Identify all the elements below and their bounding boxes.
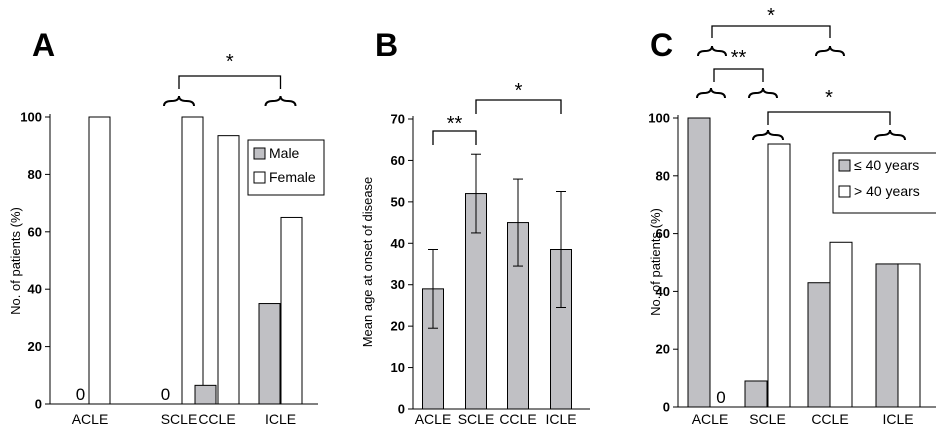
legend-label: > 40 years	[854, 183, 920, 199]
legend-box	[247, 139, 325, 196]
significance-bracket	[178, 75, 282, 89]
significance-brace	[163, 95, 195, 107]
legend-swatch	[838, 185, 851, 198]
y-axis-title: No. of patients (%)	[8, 207, 23, 315]
significance-bracket	[432, 130, 477, 145]
y-tick-label: 40	[28, 282, 42, 297]
y-tick-label: 20	[28, 339, 42, 354]
bar-icle-s1	[258, 303, 281, 405]
x-tick-label: ICLE	[265, 411, 296, 427]
legend-label: Male	[269, 145, 300, 161]
y-tick-label: 100	[20, 110, 42, 125]
significance-bracket	[475, 99, 562, 114]
y-tick-label: 0	[398, 402, 405, 417]
y-tick-label: 20	[391, 319, 405, 334]
bar-ccle-s2	[829, 241, 853, 408]
bar-ccle-s2	[217, 135, 240, 405]
bar-ccle-s1	[194, 384, 217, 405]
x-tick-label: CCLE	[198, 411, 235, 427]
bar-ccle-s1	[807, 282, 831, 408]
bar-icle-s2	[897, 263, 921, 408]
x-tick-label: SCLE	[161, 411, 198, 427]
significance-brace	[697, 45, 727, 57]
x-tick-label: ACLE	[72, 411, 109, 427]
x-tick-label: ACLE	[692, 411, 729, 427]
y-tick-label: 100	[648, 111, 670, 126]
y-tick-label: 40	[656, 284, 670, 299]
legend: ≤ 40 years > 40 years	[832, 152, 936, 214]
x-tick-label: CCLE	[499, 411, 536, 427]
panel-b: B 0 10 20 30 40 50 60 70 Mean age at onset of dis…	[360, 27, 590, 427]
x-tick-label: SCLE	[458, 411, 495, 427]
y-tick-label: 60	[656, 226, 670, 241]
panel-letter: C	[650, 27, 673, 63]
significance-bracket	[767, 111, 891, 125]
y-axis-title: No. of patients (%)	[648, 208, 663, 316]
panel-letter: A	[32, 27, 55, 63]
y-tick-label: 50	[391, 194, 405, 209]
significance-brace	[752, 129, 784, 141]
significance-brace	[696, 87, 726, 99]
bar-icle-s2	[280, 216, 303, 405]
y-tick-label: 0	[35, 397, 42, 412]
y-tick-label: 70	[391, 112, 405, 127]
legend-label: ≤ 40 years	[854, 157, 919, 173]
bar-scle-s2	[767, 143, 791, 408]
legend-swatch	[838, 159, 851, 172]
y-tick-label: 20	[656, 342, 670, 357]
significance-label: **	[447, 113, 463, 135]
legend-swatch	[253, 147, 266, 160]
x-tick-label: ICLE	[882, 411, 913, 427]
legend: Male Female	[247, 139, 325, 196]
y-tick-label: 10	[391, 360, 405, 375]
significance-label: *	[226, 51, 234, 73]
bar-icle-s1	[875, 263, 899, 408]
significance-brace	[264, 95, 297, 107]
bar-scle-s1	[744, 380, 768, 408]
y-tick-label: 60	[28, 224, 42, 239]
panel-letter: B	[375, 27, 398, 63]
significance-label: *	[825, 87, 833, 109]
legend-swatch	[253, 171, 266, 184]
legend-label: Female	[269, 169, 316, 185]
significance-brace	[815, 45, 845, 57]
significance-brace	[748, 87, 778, 99]
value-label: 0	[161, 385, 170, 404]
significance-brace	[874, 129, 906, 141]
value-label: 0	[76, 385, 85, 404]
significance-label: *	[767, 5, 775, 27]
y-tick-label: 80	[28, 167, 42, 182]
x-tick-label: SCLE	[749, 411, 786, 427]
y-tick-label: 60	[391, 153, 405, 168]
bar-acle-s2	[88, 116, 111, 405]
y-tick-label: 40	[391, 236, 405, 251]
x-tick-label: CCLE	[811, 411, 848, 427]
value-label: 0	[716, 388, 725, 407]
significance-bracket	[711, 25, 831, 38]
x-tick-label: ACLE	[415, 411, 452, 427]
y-tick-label: 0	[663, 400, 670, 415]
panel-a: A 0 20 40 60 80 100 No. of patients (%) ACLE SCLE…	[8, 27, 325, 427]
y-tick-label: 80	[656, 168, 670, 183]
panel-c: C 0 20 40 60 80 100 No. of patients (%) ACLE SCLE…	[648, 5, 936, 427]
x-tick-label: ICLE	[545, 411, 576, 427]
significance-bracket	[713, 68, 764, 82]
bar-acle-s1	[687, 117, 711, 408]
significance-label: *	[515, 80, 523, 102]
significance-label: **	[731, 47, 747, 69]
y-tick-label: 30	[391, 277, 405, 292]
y-axis-title: Mean age at onset of disease	[360, 177, 375, 348]
bar-scle-s2	[181, 116, 204, 405]
